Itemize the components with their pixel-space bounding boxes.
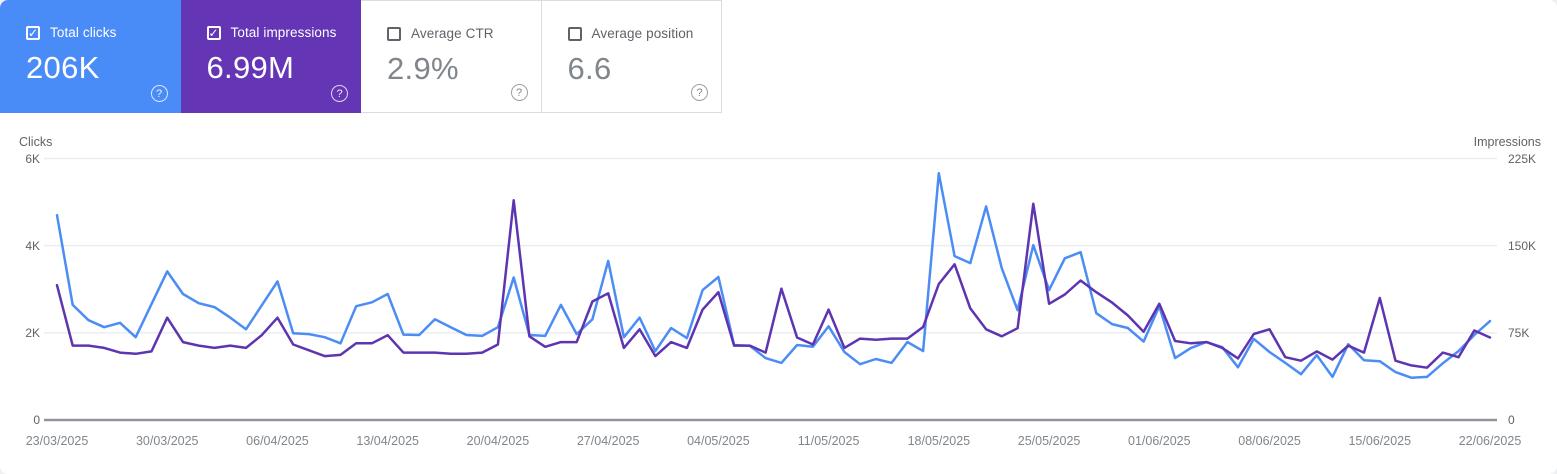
checkbox-unchecked-icon[interactable] bbox=[387, 26, 401, 41]
date-tick-label: 01/06/2025 bbox=[1128, 434, 1191, 448]
help-icon[interactable]: ? bbox=[150, 85, 168, 102]
card-value: 6.99M bbox=[206, 50, 295, 85]
help-icon[interactable]: ? bbox=[691, 84, 708, 101]
card-total-clicks[interactable]: ✓ Total clicks 206K ? bbox=[0, 0, 181, 113]
card-total-impressions[interactable]: ✓ Total impressions 6.99M ? bbox=[180, 0, 361, 113]
left-tick-label: 0 bbox=[33, 413, 40, 427]
date-tick-label: 25/05/2025 bbox=[1017, 434, 1081, 448]
help-icon[interactable]: ? bbox=[510, 84, 528, 101]
date-tick-label: 13/04/2025 bbox=[356, 434, 419, 448]
metric-cards-row: ✓ Total clicks 206K ? ✓ Total impression… bbox=[0, 0, 722, 113]
date-tick-label: 27/04/2025 bbox=[576, 434, 640, 448]
date-tick-label: 20/04/2025 bbox=[466, 434, 530, 448]
date-tick-label: 15/06/2025 bbox=[1348, 434, 1412, 448]
date-tick-label: 23/03/2025 bbox=[25, 434, 89, 448]
date-tick-label: 11/05/2025 bbox=[797, 434, 860, 448]
card-average-ctr[interactable]: Average CTR 2.9% ? bbox=[361, 0, 542, 113]
left-tick-label: 6K bbox=[25, 151, 40, 166]
right-tick-label: 0 bbox=[1508, 413, 1515, 427]
right-tick-label: 225K bbox=[1508, 151, 1537, 166]
date-tick-label: 06/04/2025 bbox=[246, 434, 309, 448]
checkbox-unchecked-icon[interactable] bbox=[567, 26, 582, 41]
date-tick-label: 04/05/2025 bbox=[687, 434, 750, 448]
performance-chart[interactable]: Clicks Impressions 6K 4K 2K 0 225K 150K 75K 0 … bbox=[0, 113, 1557, 474]
checkbox-checked-icon[interactable]: ✓ bbox=[26, 25, 40, 40]
checkbox-checked-icon[interactable]: ✓ bbox=[206, 25, 221, 40]
card-label: Average CTR bbox=[411, 26, 494, 41]
left-tick-label: 2K bbox=[25, 325, 40, 340]
impressions-line[interactable] bbox=[55, 199, 1492, 369]
card-value: 2.9% bbox=[387, 51, 459, 86]
clicks-line[interactable] bbox=[55, 172, 1492, 379]
card-value: 206K bbox=[26, 50, 100, 85]
date-tick-label: 08/06/2025 bbox=[1238, 434, 1301, 448]
card-value: 6.6 bbox=[567, 51, 612, 86]
date-tick-label: 30/03/2025 bbox=[135, 434, 199, 448]
card-average-position[interactable]: Average position 6.6 ? bbox=[541, 0, 722, 113]
card-label: Average position bbox=[591, 26, 694, 41]
card-label: Total impressions bbox=[230, 25, 337, 40]
date-tick-label: 22/06/2025 bbox=[1458, 434, 1522, 448]
left-axis-title: Clicks bbox=[19, 135, 53, 149]
right-tick-label: 150K bbox=[1508, 238, 1537, 253]
help-icon[interactable]: ? bbox=[331, 85, 348, 102]
left-tick-label: 4K bbox=[25, 238, 40, 253]
card-label: Total clicks bbox=[50, 25, 117, 40]
date-tick-label: 18/05/2025 bbox=[907, 434, 971, 448]
right-axis-title: Impressions bbox=[1473, 135, 1541, 149]
right-tick-label: 75K bbox=[1508, 325, 1530, 340]
